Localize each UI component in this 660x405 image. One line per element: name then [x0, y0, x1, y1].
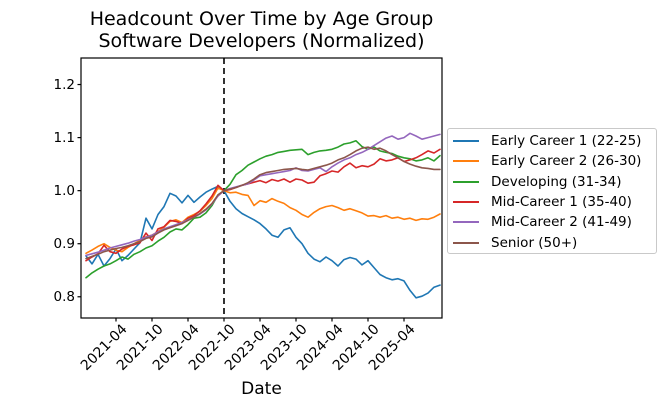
- legend-line-swatch: [453, 160, 479, 163]
- legend-line-swatch: [453, 201, 479, 204]
- legend-label: Early Career 2 (26-30): [491, 153, 642, 170]
- y-tick-label: 1.0: [53, 182, 75, 199]
- y-tick-label: 0.8: [53, 288, 75, 305]
- y-tick-label: 0.9: [53, 235, 75, 252]
- y-tick-label: 1.1: [53, 129, 75, 146]
- legend-line-swatch: [453, 180, 479, 183]
- legend-label: Developing (31-34): [491, 173, 622, 190]
- y-tick-label: 1.2: [53, 76, 75, 93]
- chart-title-line1: Headcount Over Time by Age Group: [89, 8, 434, 30]
- legend-line-swatch: [453, 140, 479, 143]
- legend-row: Senior (50+): [453, 232, 650, 252]
- series-line: [85, 132, 441, 257]
- legend-label: Early Career 1 (22-25): [491, 133, 642, 150]
- series-line: [85, 185, 441, 299]
- legend-row: Mid-Career 1 (35-40): [453, 192, 650, 212]
- series-line: [85, 148, 441, 262]
- legend-row: Mid-Career 2 (41-49): [453, 212, 650, 232]
- series-line: [85, 146, 441, 260]
- legend: Early Career 1 (22-25) Early Career 2 (26…: [447, 128, 657, 254]
- legend-label: Mid-Career 2 (41-49): [491, 214, 632, 231]
- legend-label: Mid-Career 1 (35-40): [491, 194, 632, 211]
- chart-title-line2: Software Developers (Normalized): [98, 29, 425, 52]
- plot-frame: [80, 57, 443, 319]
- chart-title: Headcount Over Time by Age Group Softwar…: [31, 8, 492, 52]
- legend-line-swatch: [453, 241, 479, 244]
- legend-row: Early Career 2 (26-30): [453, 151, 650, 171]
- x-axis-label: Date: [241, 379, 282, 399]
- series-line: [85, 140, 441, 279]
- legend-line-swatch: [453, 221, 479, 224]
- legend-row: Early Career 1 (22-25): [453, 131, 650, 151]
- legend-row: Developing (31-34): [453, 172, 650, 192]
- legend-label: Senior (50+): [491, 234, 578, 251]
